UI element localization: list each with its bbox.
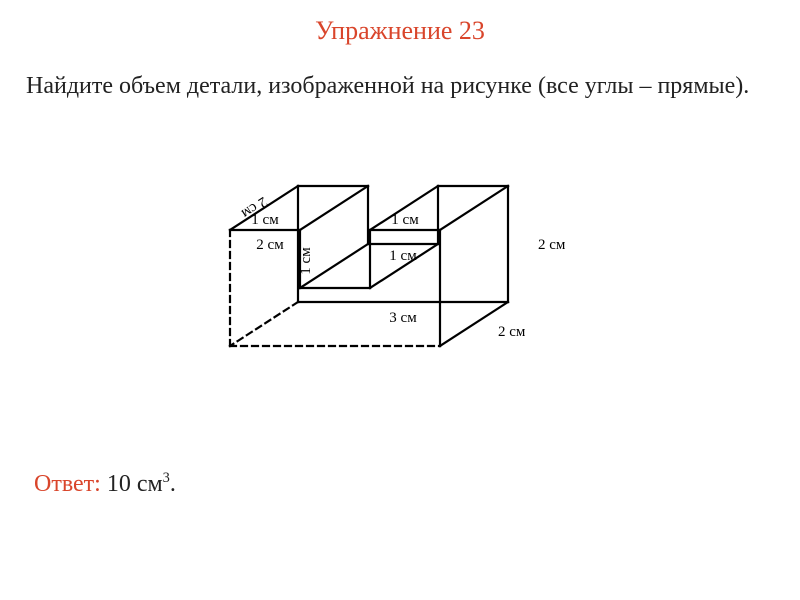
answer: Ответ: 10 см3. <box>34 470 176 498</box>
dim-label: 2 см <box>256 237 284 253</box>
page: Упражнение 23 Найдите объем детали, изоб… <box>0 0 800 600</box>
exercise-title: Упражнение 23 <box>0 16 800 46</box>
answer-value: 10 см3. <box>107 471 176 497</box>
volume-diagram: 1 см1 см2 см1 см1 см2 см2 см2 см3 см <box>190 160 590 380</box>
answer-exponent: 3 <box>163 470 170 486</box>
figure-container: 1 см1 см2 см1 см1 см2 см2 см2 см3 см <box>190 160 590 380</box>
answer-number: 10 см <box>107 471 163 497</box>
answer-label: Ответ: <box>34 471 101 497</box>
dim-label: 1 см <box>298 247 314 275</box>
dim-label: 1 см <box>391 212 419 228</box>
dim-label: 3 см <box>389 310 417 326</box>
dim-label: 2 см <box>498 324 526 340</box>
dim-label: 2 см <box>538 237 566 253</box>
problem-text: Найдите объем детали, изображенной на ри… <box>26 70 774 102</box>
dim-label: 1 см <box>389 248 417 264</box>
